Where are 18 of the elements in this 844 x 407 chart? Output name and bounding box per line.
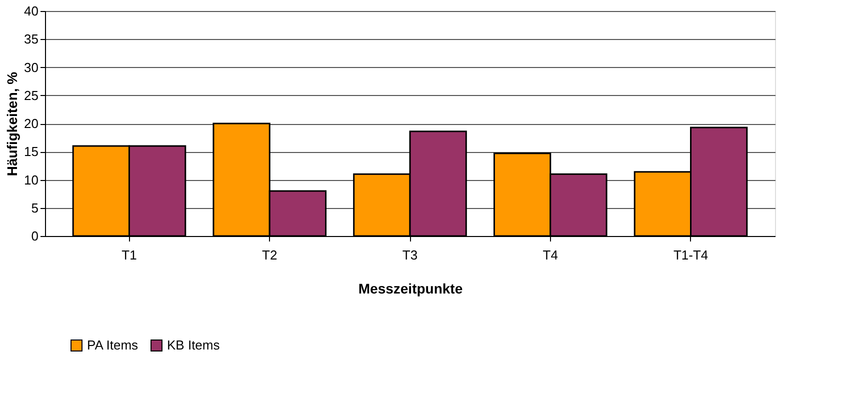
legend-label: PA Items <box>87 338 139 353</box>
y-tick-label: 0 <box>31 228 38 244</box>
legend-label: KB Items <box>167 338 220 353</box>
y-tick-label: 5 <box>31 200 38 216</box>
y-axis-title: Häufigkeiten, % <box>4 71 20 176</box>
x-axis-title: Messzeitpunkte <box>358 280 463 296</box>
x-tick-label: T3 <box>402 248 418 262</box>
x-tick-label: T4 <box>542 248 558 262</box>
y-tick-label: 15 <box>24 144 38 160</box>
x-tick-label: T2 <box>262 248 278 262</box>
y-tick-label: 25 <box>24 88 38 103</box>
y-tick-label: 10 <box>24 172 38 188</box>
x-tick-label: T1 <box>122 248 137 262</box>
y-tick-label: 35 <box>24 32 38 47</box>
y-tick-label: 40 <box>24 4 38 18</box>
y-tick-label: 20 <box>24 116 38 131</box>
y-tick-label: 30 <box>24 60 38 75</box>
x-tick-label: T1-T4 <box>673 248 708 262</box>
